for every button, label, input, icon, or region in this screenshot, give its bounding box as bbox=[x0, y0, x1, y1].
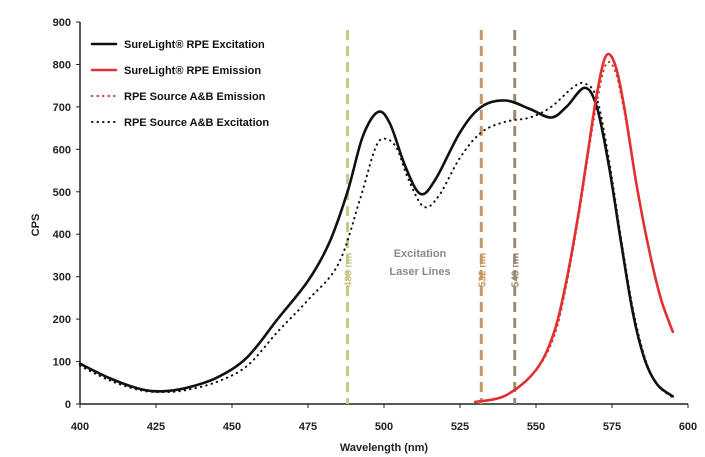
x-tick-label: 475 bbox=[299, 421, 317, 433]
y-tick-label: 800 bbox=[53, 59, 71, 71]
x-tick-label: 450 bbox=[223, 421, 241, 433]
x-tick-label: 575 bbox=[603, 421, 621, 433]
legend-label: SureLight® RPE Emission bbox=[124, 65, 261, 77]
series-layer bbox=[78, 52, 675, 404]
x-tick-label: 500 bbox=[375, 421, 393, 433]
x-tick-label: 525 bbox=[451, 421, 469, 433]
axes: 0 100 200 300 400 500 600 700 800 900 400 425 450 475… bbox=[53, 17, 698, 433]
legend-label: RPE Source A&B Emission bbox=[124, 91, 266, 103]
annotation-line-2: Laser Lines bbox=[389, 266, 450, 278]
series-line-rpe-source-a-b-excitation bbox=[79, 81, 674, 399]
laser-line-label: 532 nm bbox=[477, 253, 488, 288]
legend-label: SureLight® RPE Excitation bbox=[124, 39, 265, 51]
y-tick-label: 700 bbox=[53, 102, 71, 114]
y-tick-label: 100 bbox=[53, 357, 71, 369]
y-tick-label: 0 bbox=[65, 399, 71, 411]
laser-annotation: Excitation Laser Lines bbox=[389, 248, 450, 278]
series-line-surelight-rpe-emission bbox=[473, 52, 675, 404]
y-tick-label: 200 bbox=[53, 314, 71, 326]
y-tick-label: 400 bbox=[53, 229, 71, 241]
x-axis-title: Wavelength (nm) bbox=[340, 442, 429, 454]
x-tick-label: 400 bbox=[71, 421, 89, 433]
laser-line-label: 543 nm bbox=[511, 253, 522, 288]
y-tick-label: 900 bbox=[53, 17, 71, 29]
series-line-surelight-rpe-excitation bbox=[78, 86, 675, 398]
legend-label: RPE Source A&B Excitation bbox=[124, 117, 269, 129]
y-axis-title: CPS bbox=[30, 214, 42, 237]
y-tick-label: 600 bbox=[53, 144, 71, 156]
laser-lines: 488 nm 532 nm 543 nm bbox=[344, 30, 522, 404]
annotation-line-1: Excitation bbox=[394, 248, 447, 260]
x-tick-label: 550 bbox=[527, 421, 545, 433]
laser-line-label: 488 nm bbox=[344, 253, 355, 288]
x-tick-label: 425 bbox=[147, 421, 165, 433]
y-tick-label: 500 bbox=[53, 187, 71, 199]
legend: SureLight® RPE Excitation SureLight® RPE … bbox=[90, 39, 269, 129]
y-tick-label: 300 bbox=[53, 272, 71, 284]
x-tick-label: 600 bbox=[679, 421, 697, 433]
